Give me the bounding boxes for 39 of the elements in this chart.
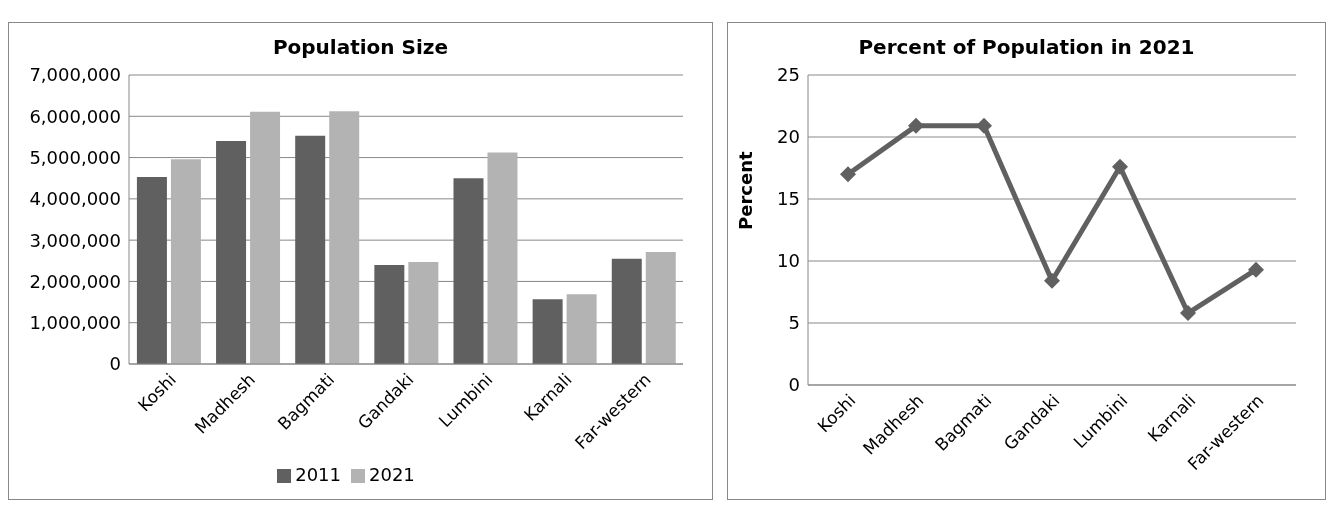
y-tick-label: 4,000,000 [29, 188, 121, 210]
bar [408, 262, 439, 364]
bar [170, 159, 201, 364]
bar [295, 135, 326, 364]
point [1111, 158, 1128, 175]
bar [566, 294, 597, 364]
bar [645, 252, 676, 364]
bar [374, 264, 405, 364]
bar [532, 299, 563, 364]
y-tick-label: 5,000,000 [29, 146, 121, 168]
y-tick-label: 3,000,000 [29, 229, 121, 251]
chart-title: Population Size [271, 35, 450, 59]
point [1247, 261, 1264, 278]
bar [453, 178, 484, 364]
point [907, 117, 924, 134]
y-tick-label: 7,000,000 [29, 64, 121, 86]
y-tick-label: 5 [788, 312, 800, 334]
y-tick-label: 2,000,000 [29, 270, 121, 292]
bar [611, 258, 642, 364]
y-tick-label: 20 [777, 126, 800, 148]
point [1179, 305, 1196, 322]
point [839, 166, 856, 183]
bar [487, 152, 518, 364]
y-tick-label: 15 [777, 188, 800, 210]
bar [329, 111, 360, 364]
bar [216, 141, 247, 364]
y-tick-label: 0 [788, 374, 800, 396]
y-tick-label: 10 [777, 250, 800, 272]
bar [136, 176, 167, 364]
chart-title: Percent of Population in 2021 [857, 35, 1196, 59]
y-tick-label: 6,000,000 [29, 105, 121, 127]
y-tick-label: 1,000,000 [29, 312, 121, 334]
legend-label: 2011 [295, 464, 341, 485]
y-tick-label: 0 [109, 353, 121, 375]
y-axis-title: Percent [735, 151, 757, 230]
y-tick-label: 25 [777, 64, 800, 86]
legend-label: 2021 [369, 464, 415, 485]
bar [250, 111, 281, 364]
point [1043, 272, 1060, 289]
